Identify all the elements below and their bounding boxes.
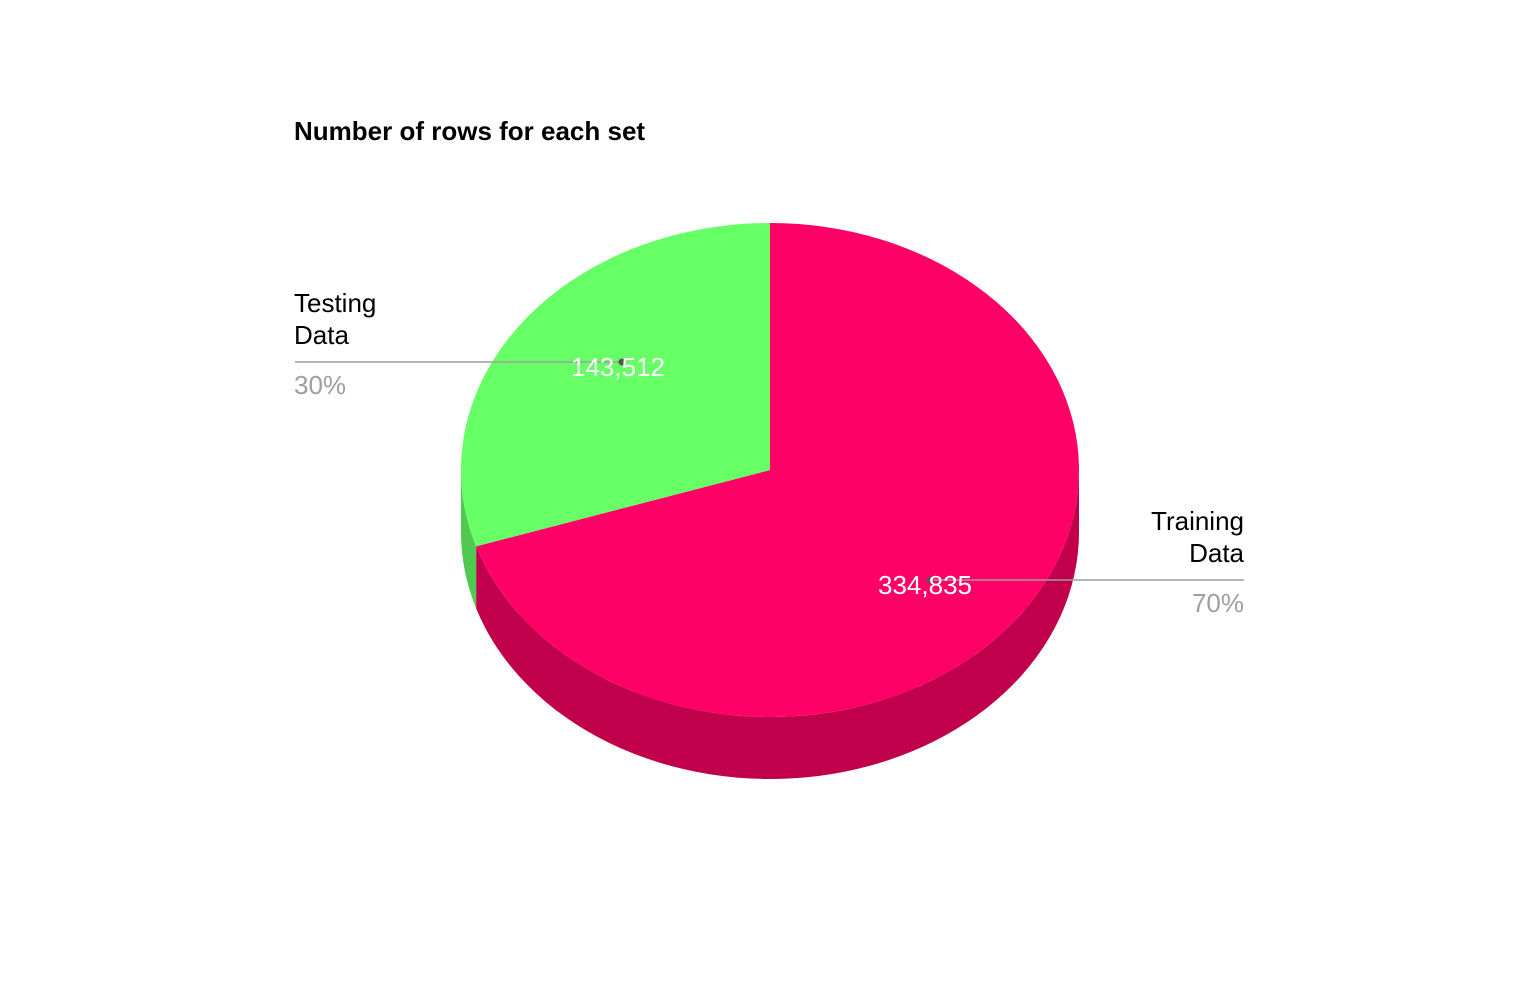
- pie-slice-training-data: [476, 223, 1080, 717]
- pie-slice-side-testing-data: [461, 470, 477, 609]
- category-label-training-data-line-1: Training: [1151, 506, 1244, 536]
- pie-slice-side-training-data: [476, 470, 1080, 780]
- leader-dot-training-data: [926, 576, 934, 584]
- category-label-testing-data-line-2: Data: [294, 320, 349, 350]
- leader-dot-testing-data: [618, 358, 626, 366]
- chart-title: Number of rows for each set: [294, 116, 646, 146]
- percent-label-training-data: 70%: [1192, 588, 1244, 618]
- value-label-testing-data: 143,512: [571, 352, 665, 382]
- category-label-training-data-line-2: Data: [1189, 538, 1244, 568]
- pie-slice-testing-data: [461, 223, 770, 547]
- value-label-training-data: 334,835: [878, 570, 972, 600]
- category-label-testing-data-line-1: Testing: [294, 288, 376, 318]
- percent-label-testing-data: 30%: [294, 370, 346, 400]
